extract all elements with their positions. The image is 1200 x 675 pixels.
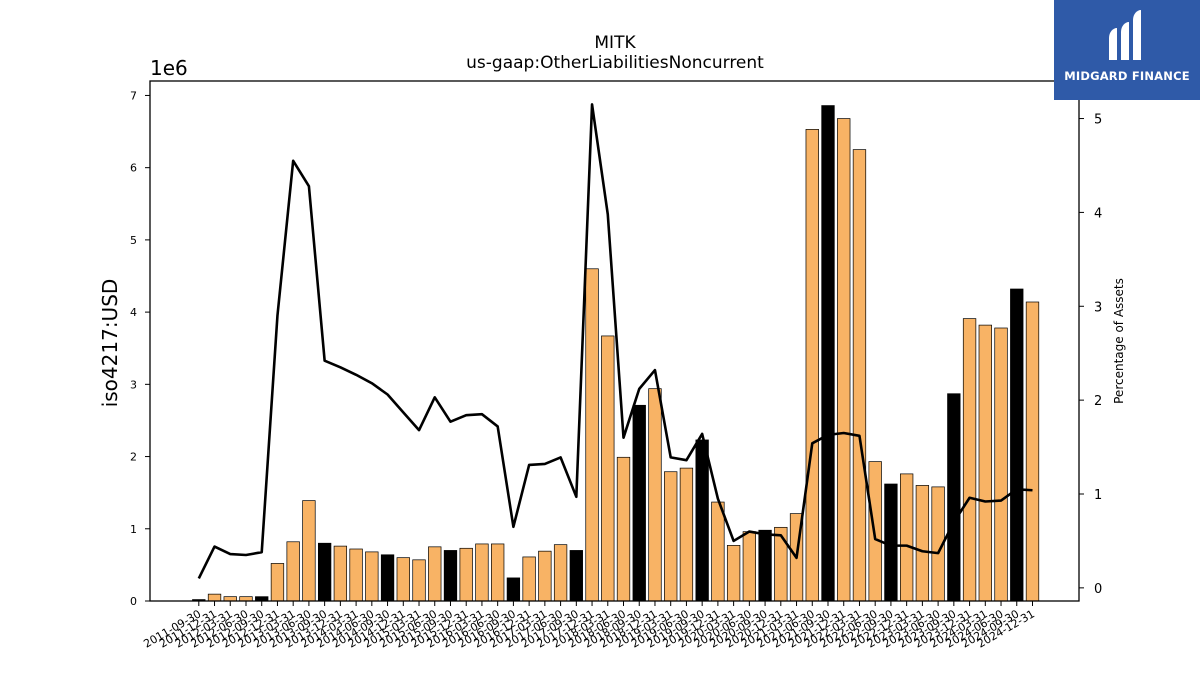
y-tick-label: 6 <box>130 162 137 175</box>
bar-2015-12-31 <box>459 547 473 602</box>
bar-2020-12-31 <box>774 526 788 602</box>
y-tick-label: 1 <box>130 523 137 536</box>
bar-2016-06-30 <box>491 543 505 602</box>
chart-title: MITK <box>594 33 636 53</box>
bar-2017-09-30 <box>569 550 583 602</box>
chart-subtitle: us-gaap:OtherLiabilitiesNoncurrent <box>466 53 764 73</box>
bar-2013-03-31 <box>286 541 300 602</box>
bar-2024-12-31 <box>1025 301 1040 602</box>
midgard-logo: MIDGARD FINANCE <box>1054 0 1200 100</box>
bar-2020-03-31 <box>726 545 741 602</box>
bar-2014-12-31 <box>396 557 410 602</box>
y2-tick-label: 4 <box>1094 206 1102 221</box>
bar-2022-12-31 <box>899 473 914 602</box>
bar-2015-06-30 <box>428 546 442 602</box>
bar-2023-03-31 <box>915 485 930 602</box>
bar-2016-03-31 <box>475 543 489 602</box>
bar-2018-06-30 <box>616 456 631 602</box>
line-group <box>197 103 1033 580</box>
bar-2019-06-30 <box>679 467 694 602</box>
bar-2017-12-31 <box>585 268 599 602</box>
plot-frame <box>149 80 1080 602</box>
bar-2016-09-30 <box>506 577 521 602</box>
bar-2021-06-30 <box>805 129 819 602</box>
y-tick-label: 3 <box>130 378 137 391</box>
bar-2024-09-30 <box>1010 288 1024 602</box>
y2-tick-label: 3 <box>1094 300 1102 315</box>
bar-2014-06-30 <box>365 551 379 602</box>
y2-tick-label: 2 <box>1094 394 1102 409</box>
bars-group <box>192 105 1040 602</box>
bar-2022-03-31 <box>852 149 867 602</box>
bar-2018-09-30 <box>632 404 646 602</box>
y2-axis-label: Percentage of Assets <box>1112 278 1126 404</box>
bar-2020-06-30 <box>742 531 756 602</box>
bar-2019-03-31 <box>664 471 678 602</box>
bar-2023-12-31 <box>962 318 977 602</box>
y2-tick-label: 1 <box>1094 488 1102 503</box>
bar-2011-12-31 <box>207 593 222 602</box>
bar-2018-03-31 <box>601 335 615 602</box>
bar-2015-09-30 <box>443 550 458 602</box>
bar-2019-12-31 <box>711 501 725 602</box>
y-axis-ticks: 0 1 2 3 4 5 6 7 <box>130 89 150 608</box>
y2-tick-label: 5 <box>1094 113 1102 128</box>
bar-2016-12-31 <box>522 556 536 602</box>
y-tick-label: 5 <box>130 234 137 247</box>
bar-2019-09-30 <box>695 439 709 602</box>
bar-2023-09-30 <box>947 393 961 602</box>
y-tick-label: 2 <box>130 451 137 464</box>
y-tick-label: 7 <box>130 89 137 102</box>
bar-2013-06-30 <box>302 500 316 602</box>
bar-2024-03-31 <box>978 324 992 602</box>
bar-2017-03-31 <box>538 550 552 602</box>
x-axis-ticks: 2011-09-302011-12-312012-03-312012-06-30… <box>141 601 1037 651</box>
y2-axis-ticks: 0 1 2 3 4 5 <box>1079 113 1102 597</box>
bar-2014-03-31 <box>349 548 363 602</box>
midgard-logo-icon <box>1109 10 1141 60</box>
y2-tick-label: 0 <box>1094 582 1102 597</box>
bar-2012-12-31 <box>270 563 285 602</box>
bar-2024-06-30 <box>994 327 1008 602</box>
bar-2015-03-31 <box>412 559 426 602</box>
bar-2020-09-30 <box>758 529 772 602</box>
bar-2018-12-31 <box>648 388 662 602</box>
bar-2017-06-30 <box>553 544 568 602</box>
y-tick-label: 4 <box>130 306 137 319</box>
bar-2013-09-30 <box>317 542 332 602</box>
y-scale-label: 1e6 <box>150 56 188 80</box>
bar-2014-09-30 <box>380 554 395 602</box>
bar-2013-12-31 <box>333 545 348 602</box>
bar-2021-12-31 <box>837 118 851 602</box>
logo-text: MIDGARD FINANCE <box>1064 69 1190 83</box>
bar-2021-09-30 <box>821 105 835 602</box>
y-tick-label: 0 <box>130 595 137 608</box>
y-axis-label: iso4217:USD <box>98 279 122 408</box>
percentage-line <box>197 103 1033 580</box>
